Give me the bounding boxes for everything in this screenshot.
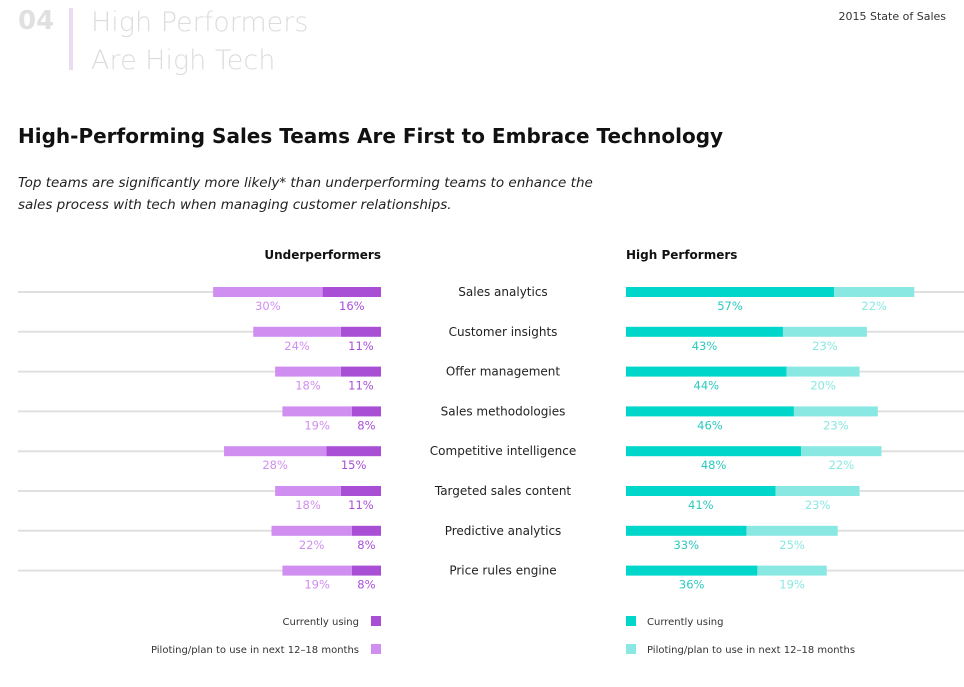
bar-high-current [626, 486, 776, 496]
panel-title-high: High Performers [626, 248, 737, 262]
value-label: 8% [357, 538, 375, 552]
section-title-line1: High Performers [91, 7, 309, 38]
category-label: Targeted sales content [434, 484, 572, 498]
bar-high-plan [775, 486, 860, 496]
bar-high-current [626, 525, 747, 536]
legend-label: Piloting/plan to use in next 12–18 month… [151, 645, 359, 656]
bar-high-plan [801, 446, 882, 457]
section-number: 04 [18, 6, 55, 36]
bar-high-plan [746, 525, 838, 536]
value-label: 11% [348, 339, 374, 353]
bar-high-current [626, 406, 794, 417]
bar-under-current [340, 486, 381, 496]
value-label: 30% [255, 299, 281, 313]
legend-label: Currently using [283, 617, 359, 628]
value-label: 44% [694, 379, 720, 393]
value-label: 19% [779, 578, 805, 592]
category-label: Predictive analytics [445, 524, 562, 538]
bar-under-current [351, 406, 381, 417]
section-divider [69, 8, 73, 70]
value-label: 33% [673, 538, 699, 552]
bar-under-plan [253, 326, 341, 337]
value-label: 15% [341, 458, 367, 472]
value-label: 48% [701, 458, 727, 472]
value-label: 24% [284, 339, 310, 353]
bar-high-current [626, 326, 783, 337]
value-label: 16% [339, 299, 365, 313]
bar-under-plan [282, 406, 352, 417]
value-label: 11% [348, 379, 374, 393]
bar-under-current [340, 366, 381, 377]
bar-under-plan [282, 565, 352, 576]
legend-label: Piloting/plan to use in next 12–18 month… [647, 645, 855, 656]
bar-under-plan [224, 446, 327, 457]
legend-swatch [626, 644, 636, 654]
category-label: Offer management [446, 365, 561, 379]
value-label: 18% [295, 379, 321, 393]
bar-under-plan [275, 366, 341, 377]
value-label: 23% [812, 339, 838, 353]
bar-high-plan [786, 366, 860, 377]
value-label: 46% [697, 418, 723, 432]
value-label: 23% [823, 418, 849, 432]
value-label: 19% [304, 578, 330, 592]
section-title-line2: Are High Tech [91, 45, 276, 76]
value-label: 18% [295, 498, 321, 512]
value-label: 22% [829, 458, 855, 472]
report-name: 2015 State of Sales [838, 10, 946, 23]
bar-under-plan [271, 525, 352, 536]
value-label: 8% [357, 418, 375, 432]
value-label: 41% [688, 498, 714, 512]
bar-under-current [326, 446, 381, 457]
section-title: High Performers Are High Tech [91, 4, 308, 80]
legend-label: Currently using [647, 617, 723, 628]
legend-swatch [371, 644, 381, 654]
value-label: 11% [348, 498, 374, 512]
value-label: 43% [692, 339, 718, 353]
value-label: 8% [357, 578, 375, 592]
value-label: 22% [299, 538, 325, 552]
legend-swatch [626, 616, 636, 626]
bar-under-current [351, 525, 381, 536]
panel-title-under: Underperformers [264, 248, 381, 262]
value-label: 19% [304, 418, 330, 432]
bar-under-current [351, 565, 381, 576]
value-label: 28% [262, 458, 288, 472]
bar-under-plan [213, 287, 323, 297]
bar-under-current [322, 287, 381, 297]
value-label: 22% [861, 299, 887, 313]
value-label: 25% [779, 538, 805, 552]
bar-high-current [626, 565, 758, 576]
category-label: Competitive intelligence [430, 444, 576, 458]
value-label: 20% [810, 379, 836, 393]
value-label: 57% [717, 299, 743, 313]
bar-high-plan [782, 326, 867, 337]
category-label: Sales methodologies [441, 404, 566, 418]
bar-high-current [626, 446, 802, 457]
bar-high-current [626, 287, 835, 297]
bar-under-plan [275, 486, 341, 496]
bar-high-plan [834, 287, 915, 297]
value-label: 23% [805, 498, 831, 512]
category-label: Sales analytics [458, 285, 547, 299]
page-title: High-Performing Sales Teams Are First to… [18, 124, 724, 148]
bar-high-plan [757, 565, 827, 576]
page-subtitle: Top teams are significantly more likely*… [18, 175, 593, 213]
legend-swatch [371, 616, 381, 626]
bar-high-plan [793, 406, 878, 417]
category-label: Customer insights [449, 325, 558, 339]
category-label: Price rules engine [449, 564, 556, 578]
value-label: 36% [679, 578, 705, 592]
bar-high-current [626, 366, 787, 377]
bar-under-current [340, 326, 381, 337]
